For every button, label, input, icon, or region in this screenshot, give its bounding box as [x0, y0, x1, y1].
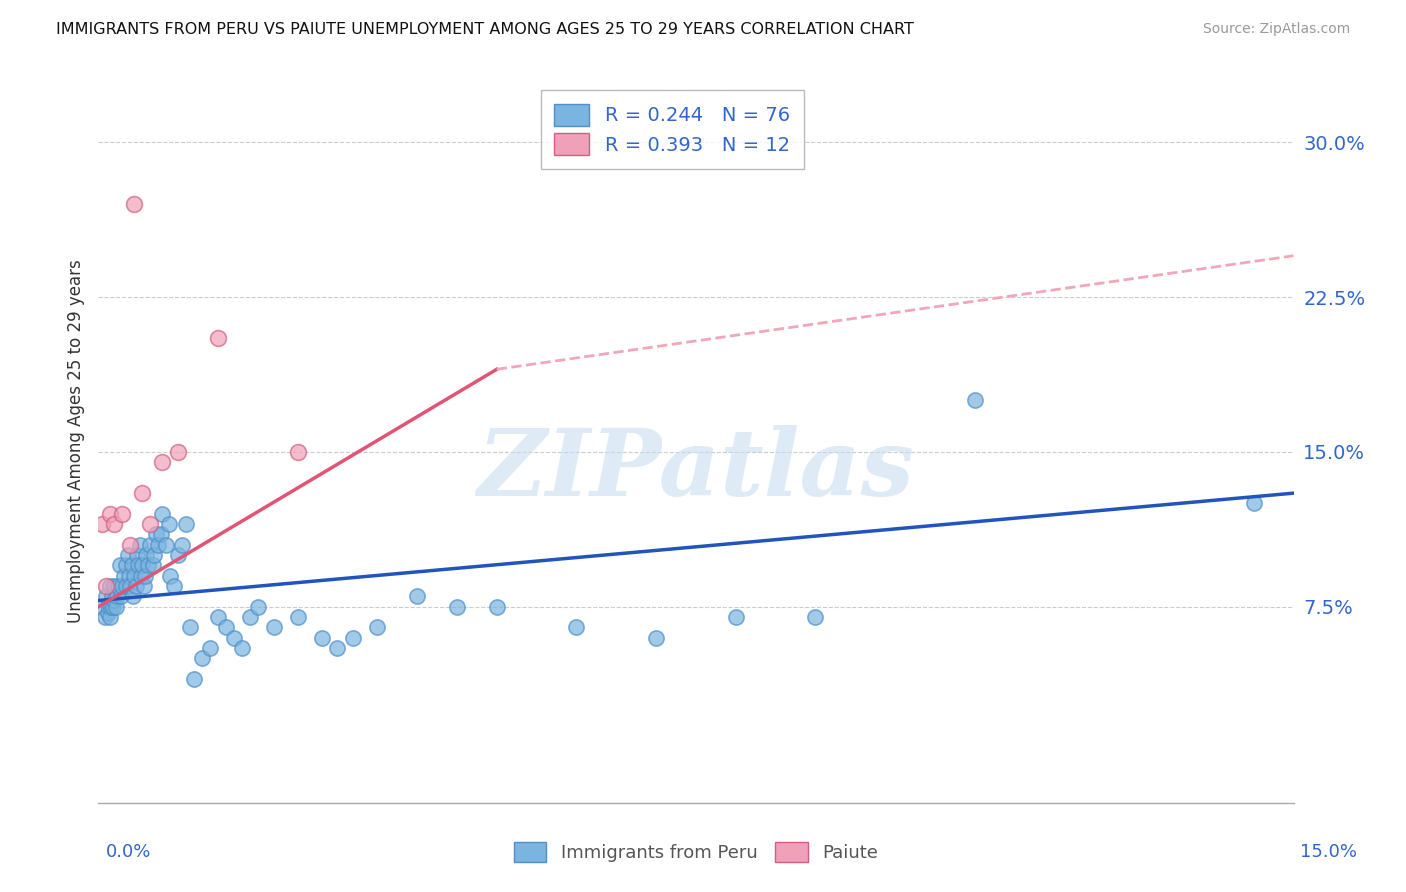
Point: [246, 599, 269, 614]
Point: [120, 538, 142, 552]
Y-axis label: Unemployment Among Ages 25 to 29 years: Unemployment Among Ages 25 to 29 years: [66, 260, 84, 624]
Point: [131, 568, 153, 582]
Point: [96, 590, 118, 604]
Point: [96, 579, 118, 593]
Point: [103, 579, 125, 593]
Point: [287, 610, 309, 624]
Point: [117, 548, 139, 562]
Point: [107, 579, 129, 593]
Point: [804, 610, 827, 624]
Point: [101, 590, 124, 604]
Point: [179, 620, 201, 634]
Legend: Immigrants from Peru, Paiute: Immigrants from Peru, Paiute: [503, 830, 889, 873]
Point: [159, 568, 181, 582]
Point: [326, 640, 349, 655]
Point: [115, 579, 138, 593]
Point: [565, 620, 588, 634]
Point: [112, 568, 135, 582]
Point: [191, 651, 214, 665]
Point: [136, 558, 159, 573]
Point: [263, 620, 285, 634]
Point: [174, 517, 197, 532]
Point: [645, 631, 668, 645]
Point: [101, 599, 124, 614]
Point: [215, 620, 238, 634]
Point: [311, 631, 333, 645]
Point: [485, 599, 508, 614]
Point: [103, 593, 125, 607]
Point: [98, 610, 122, 624]
Point: [155, 538, 177, 552]
Text: IMMIGRANTS FROM PERU VS PAIUTE UNEMPLOYMENT AMONG AGES 25 TO 29 YEARS CORRELATIO: IMMIGRANTS FROM PERU VS PAIUTE UNEMPLOYM…: [56, 22, 914, 37]
Point: [167, 548, 190, 562]
Point: [150, 507, 173, 521]
Point: [1243, 496, 1265, 510]
Point: [97, 606, 120, 620]
Point: [239, 610, 262, 624]
Point: [118, 568, 141, 582]
Point: [131, 486, 153, 500]
Point: [139, 538, 162, 552]
Point: [97, 599, 120, 614]
Point: [121, 558, 143, 573]
Text: 0.0%: 0.0%: [105, 843, 150, 861]
Point: [127, 558, 149, 573]
Point: [222, 631, 245, 645]
Point: [406, 590, 429, 604]
Point: [100, 599, 122, 614]
Point: [91, 599, 114, 614]
Point: [143, 548, 166, 562]
Text: ZIPatlas: ZIPatlas: [478, 425, 914, 516]
Point: [120, 579, 142, 593]
Point: [110, 590, 132, 604]
Point: [163, 579, 186, 593]
Point: [125, 579, 148, 593]
Point: [94, 610, 117, 624]
Point: [139, 517, 162, 532]
Point: [121, 590, 143, 604]
Point: [157, 517, 180, 532]
Point: [198, 640, 221, 655]
Point: [98, 579, 121, 593]
Point: [150, 455, 173, 469]
Point: [342, 631, 364, 645]
Point: [134, 568, 156, 582]
Text: 15.0%: 15.0%: [1299, 843, 1357, 861]
Point: [98, 507, 122, 521]
Point: [132, 579, 155, 593]
Text: Source: ZipAtlas.com: Source: ZipAtlas.com: [1202, 22, 1350, 37]
Point: [124, 568, 146, 582]
Point: [287, 445, 309, 459]
Point: [111, 507, 134, 521]
Point: [366, 620, 388, 634]
Point: [114, 558, 136, 573]
Point: [103, 517, 125, 532]
Point: [131, 558, 153, 573]
Point: [108, 558, 131, 573]
Point: [446, 599, 468, 614]
Point: [111, 579, 134, 593]
Point: [145, 527, 167, 541]
Point: [128, 538, 150, 552]
Point: [149, 527, 172, 541]
Point: [125, 548, 148, 562]
Point: [724, 610, 747, 624]
Point: [207, 331, 229, 345]
Point: [105, 590, 128, 604]
Point: [963, 393, 986, 408]
Point: [135, 548, 157, 562]
Point: [104, 599, 127, 614]
Point: [167, 445, 190, 459]
Point: [183, 672, 205, 686]
Point: [148, 538, 170, 552]
Point: [172, 538, 194, 552]
Point: [231, 640, 253, 655]
Point: [207, 610, 229, 624]
Point: [91, 517, 114, 532]
Point: [124, 197, 146, 211]
Point: [142, 558, 165, 573]
